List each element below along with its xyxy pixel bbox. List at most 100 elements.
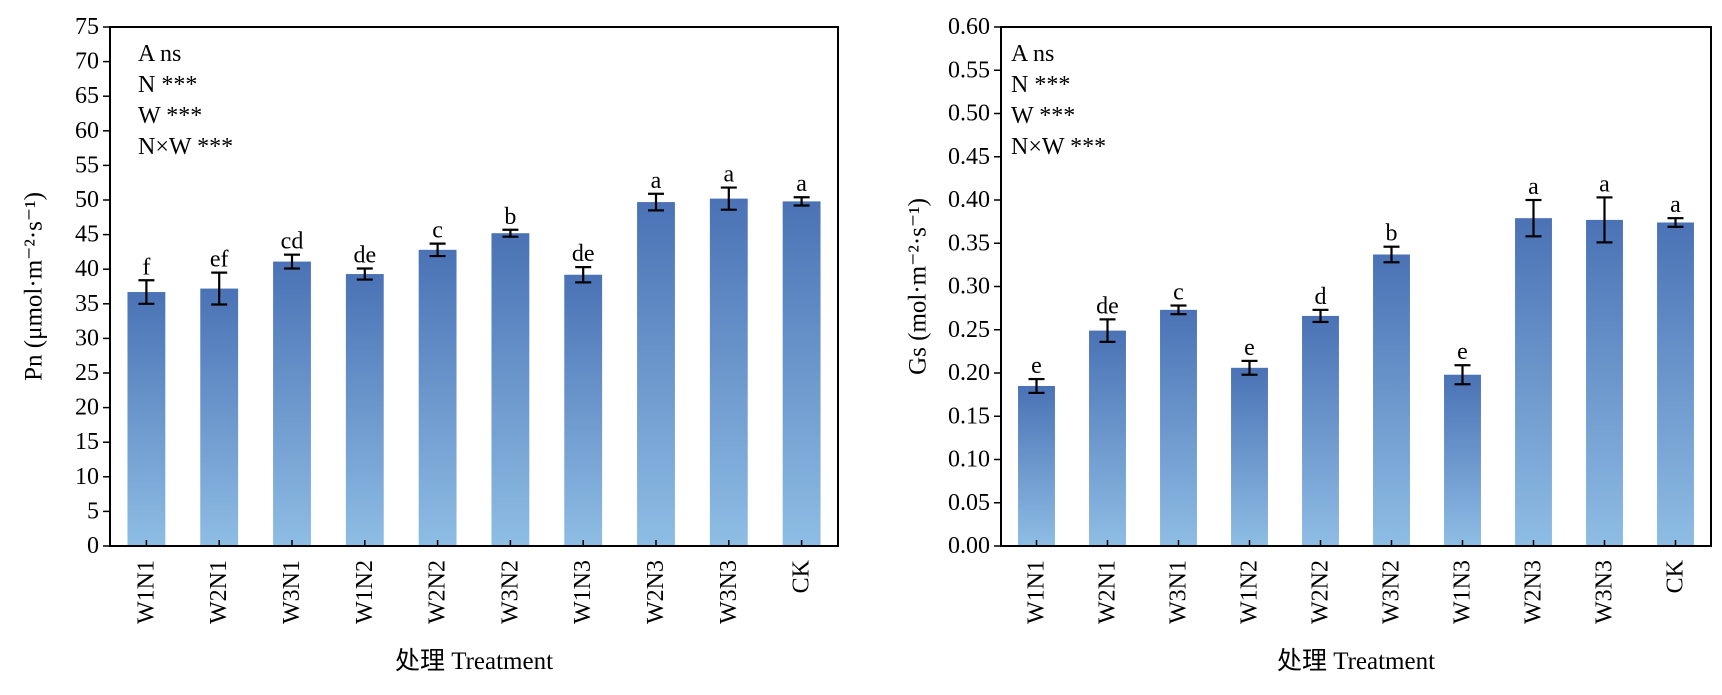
bar-W1N3 — [1444, 374, 1481, 546]
error-bar-W1N1 — [138, 279, 155, 305]
bar-W3N2 — [1373, 254, 1410, 546]
x-tick-label: W2N3 — [643, 560, 669, 624]
x-tick-label: CK — [789, 559, 815, 593]
y-tick-label: 0.50 — [948, 101, 990, 127]
significance-letter: d — [1315, 284, 1327, 310]
significance-letter: e — [1031, 353, 1042, 379]
y-tick-label: 45 — [75, 222, 99, 248]
significance-letter: de — [353, 243, 376, 269]
x-axis-title: 处理 Treatment — [1277, 647, 1435, 675]
error-bar-W2N1 — [1099, 318, 1116, 343]
x-tick-label: W1N2 — [352, 560, 378, 624]
stats-annotation: W *** — [1011, 103, 1075, 129]
chart-pn: f W1N1 ef W2N1 cd W3N1 de W1N2 c W2N2 b W3N2 de W1N3 a… — [21, 14, 839, 675]
x-tick-label: W1N3 — [570, 560, 596, 624]
significance-letter: e — [1244, 335, 1255, 361]
error-bar-W1N3 — [1454, 364, 1471, 386]
bar-W2N2 — [1302, 315, 1339, 546]
bar-W2N2 — [418, 249, 457, 546]
bar-W1N2 — [345, 274, 384, 546]
error-bar-CK — [793, 196, 810, 207]
x-tick-label: W3N2 — [1379, 560, 1405, 624]
y-axis-title: Gs (mol·m⁻²·s⁻¹) — [905, 198, 932, 375]
x-tick-label: W3N1 — [1166, 560, 1192, 624]
y-tick-label: 55 — [75, 152, 99, 178]
y-tick-label: 50 — [75, 187, 99, 213]
y-tick-label: 0.30 — [948, 274, 990, 300]
y-tick-label: 0 — [87, 533, 99, 559]
significance-letter: a — [796, 171, 807, 197]
error-bar-W3N2 — [1383, 245, 1400, 264]
bar-W2N3 — [637, 202, 675, 547]
significance-letter: cd — [281, 229, 304, 255]
plot-frame — [109, 26, 839, 547]
y-tick-label: 15 — [75, 429, 99, 455]
significance-letter: a — [651, 168, 662, 194]
y-tick-label: 0.45 — [948, 144, 990, 170]
stats-annotation: A ns — [1011, 41, 1054, 67]
significance-letter: de — [1096, 293, 1119, 319]
y-tick-label: 35 — [75, 291, 99, 317]
bar-W3N1 — [273, 261, 311, 546]
bar-W2N3 — [1515, 218, 1552, 547]
plot-frame — [1000, 26, 1712, 547]
y-tick-label: 70 — [75, 49, 99, 75]
y-tick-label: 0.60 — [948, 14, 990, 40]
bar-W1N1 — [127, 292, 166, 546]
x-axis-title: 处理 Treatment — [395, 647, 553, 675]
x-tick-label: W2N3 — [1521, 560, 1547, 624]
y-axis-title: Pn (μmol·m⁻²·s⁻¹) — [21, 192, 48, 381]
y-tick-label: 5 — [87, 498, 99, 524]
significance-letter: a — [1528, 174, 1539, 200]
y-tick-label: 75 — [75, 14, 99, 40]
x-tick-label: W3N3 — [1592, 560, 1618, 624]
stats-annotation: N *** — [1011, 72, 1070, 98]
y-tick-label: 60 — [75, 118, 99, 144]
x-tick-label: W1N1 — [133, 560, 159, 624]
error-bar-W3N1 — [284, 253, 300, 270]
x-tick-label: W3N3 — [716, 560, 742, 624]
bar-CK — [1657, 222, 1694, 547]
x-tick-label: W3N1 — [279, 560, 305, 624]
error-bar-W2N1 — [211, 271, 228, 306]
error-bar-W3N3 — [1596, 196, 1613, 244]
x-tick-label: W2N1 — [206, 560, 232, 624]
bar-W3N2 — [491, 233, 530, 546]
error-bar-W1N1 — [1028, 377, 1045, 394]
error-bar-W1N2 — [356, 267, 373, 281]
y-tick-label: 0.20 — [948, 360, 990, 386]
stats-annotation: A ns — [138, 41, 181, 67]
significance-letter: f — [142, 254, 150, 280]
x-tick-label: W2N2 — [425, 560, 451, 624]
y-tick-label: 0.05 — [948, 490, 990, 516]
stats-annotation: N×W *** — [1011, 134, 1106, 160]
x-tick-label: W3N2 — [497, 560, 523, 624]
y-tick-label: 0.40 — [948, 187, 990, 213]
y-tick-label: 0.00 — [948, 533, 990, 559]
error-bar-W3N1 — [1170, 304, 1187, 316]
bar-W1N2 — [1231, 367, 1268, 546]
error-bar-W2N3 — [1525, 198, 1542, 238]
bar-W3N3 — [709, 198, 748, 546]
significance-letter: b — [1386, 221, 1398, 247]
y-tick-label: 40 — [75, 256, 99, 282]
stats-annotation: N *** — [138, 72, 197, 98]
significance-letter: b — [504, 204, 516, 230]
error-bar-W2N2 — [429, 242, 446, 258]
significance-letter: a — [1670, 192, 1681, 218]
bar-W2N1 — [200, 288, 239, 546]
error-bar-W3N2 — [502, 228, 519, 238]
bar-W3N3 — [1586, 219, 1623, 546]
x-tick-label: CK — [1663, 559, 1689, 593]
y-tick-label: 20 — [75, 395, 99, 421]
x-tick-label: W1N1 — [1024, 560, 1050, 624]
bar-CK — [782, 201, 821, 546]
error-bar-W2N2 — [1312, 308, 1329, 324]
y-tick-label: 0.25 — [948, 317, 990, 343]
y-tick-label: 0.15 — [948, 403, 990, 429]
x-tick-label: W2N2 — [1308, 560, 1334, 624]
significance-letter: a — [1599, 171, 1610, 197]
y-tick-label: 25 — [75, 360, 99, 386]
significance-letter: a — [723, 162, 734, 188]
